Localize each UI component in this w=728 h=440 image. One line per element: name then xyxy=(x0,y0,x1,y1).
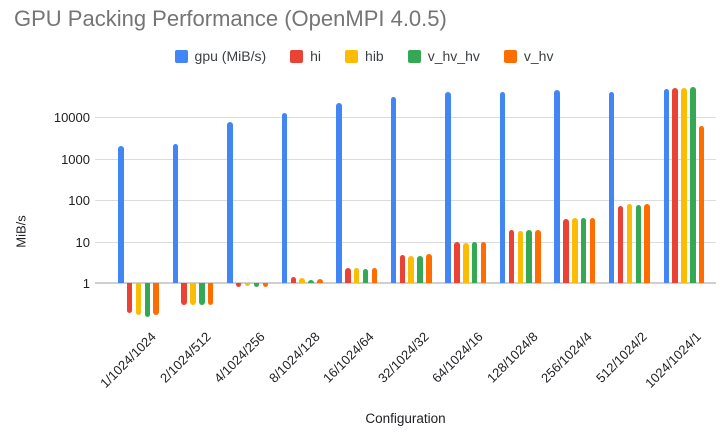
bar-hib-16-1024-64[interactable] xyxy=(353,268,360,283)
gridline-100 xyxy=(95,200,716,202)
x-tick-label-256-1024-4: 256/1024/4 xyxy=(538,329,596,386)
bar-gpu-mib-s--32-1024-32[interactable] xyxy=(390,97,397,283)
bar-hib-2-1024-512[interactable] xyxy=(190,283,196,305)
bar-hib-1024-1024-1[interactable] xyxy=(681,88,687,283)
legend-label: v_hv_hv xyxy=(427,48,480,64)
bar-gpu-mib-s--16-1024-64[interactable] xyxy=(336,103,342,283)
bar-hi-64-1024-16[interactable] xyxy=(454,241,460,283)
bar-hib-512-1024-2[interactable] xyxy=(626,204,633,283)
bar-hib-256-1024-4[interactable] xyxy=(572,217,578,283)
gridline-1000 xyxy=(95,158,716,160)
bar-gpu-mib-s--512-1024-2[interactable] xyxy=(608,92,615,283)
legend-item-hib[interactable]: hib xyxy=(345,48,384,64)
bar-hib-128-1024-8[interactable] xyxy=(517,230,524,283)
bar-v-hv-128-1024-8[interactable] xyxy=(535,230,541,283)
legend-item-gpu-mib-s-[interactable]: gpu (MiB/s) xyxy=(174,48,267,64)
bar-gpu-mib-s--64-1024-16[interactable] xyxy=(445,92,451,283)
bar-hi-512-1024-2[interactable] xyxy=(617,205,624,283)
legend-label: hi xyxy=(310,48,322,64)
legend-item-v-hv-hv[interactable]: v_hv_hv xyxy=(407,48,480,64)
y-tick-label-1: 1 xyxy=(82,276,90,291)
bar-gpu-mib-s--2-1024-512[interactable] xyxy=(172,143,179,283)
bar-gpu-mib-s--4-1024-256[interactable] xyxy=(227,122,233,283)
y-tick-label-1000: 1000 xyxy=(61,151,90,167)
bar-v-hv-hv-2-1024-512[interactable] xyxy=(199,283,205,305)
legend-label: hib xyxy=(365,48,384,64)
bar-hi-2-1024-512[interactable] xyxy=(181,283,187,305)
y-tick-label-10: 10 xyxy=(75,234,90,250)
bar-v-hv-hv-1-1024-1024[interactable] xyxy=(144,283,151,318)
x-tick-label-1024-1024-1: 1024/1024/1 xyxy=(642,329,705,391)
x-tick-label-32-1024-32: 32/1024/32 xyxy=(374,329,432,386)
bar-hib-1-1024-1024[interactable] xyxy=(135,283,142,315)
bar-v-hv-8-1024-128[interactable] xyxy=(317,278,323,283)
bar-v-hv-hv-512-1024-2[interactable] xyxy=(635,205,641,283)
bar-gpu-mib-s--128-1024-8[interactable] xyxy=(499,91,506,283)
legend-swatch-icon xyxy=(174,49,188,63)
legend-label: v_hv xyxy=(523,48,554,64)
legend-item-v-hv[interactable]: v_hv xyxy=(503,48,554,64)
bar-hi-8-1024-128[interactable] xyxy=(290,276,296,283)
bar-hi-1024-1024-1[interactable] xyxy=(672,87,678,283)
bar-v-hv-4-1024-256[interactable] xyxy=(262,283,268,287)
bar-v-hv-32-1024-32[interactable] xyxy=(426,254,432,283)
bar-hi-256-1024-4[interactable] xyxy=(563,218,569,283)
gridline-10 xyxy=(95,241,716,243)
bar-hi-1-1024-1024[interactable] xyxy=(126,283,133,313)
legend-swatch-icon xyxy=(503,49,517,63)
bar-hi-4-1024-256[interactable] xyxy=(235,283,242,287)
bar-hib-4-1024-256[interactable] xyxy=(244,283,251,286)
bar-v-hv-hv-128-1024-8[interactable] xyxy=(526,230,532,283)
bar-v-hv-hv-1024-1024-1[interactable] xyxy=(690,87,696,283)
legend-item-hi[interactable]: hi xyxy=(290,48,321,64)
bar-gpu-mib-s--8-1024-128[interactable] xyxy=(281,113,288,283)
x-tick-label-4-1024-256: 4/1024/256 xyxy=(211,329,268,386)
bar-hi-32-1024-32[interactable] xyxy=(399,254,406,283)
legend-swatch-icon xyxy=(290,49,304,63)
bar-v-hv-hv-64-1024-16[interactable] xyxy=(471,241,478,283)
y-axis-title: MiB/s xyxy=(13,215,29,248)
bar-v-hv-1-1024-1024[interactable] xyxy=(153,283,159,315)
bar-hib-8-1024-128[interactable] xyxy=(299,278,305,283)
x-tick-label-512-1024-2: 512/1024/2 xyxy=(593,329,650,386)
bar-hib-32-1024-32[interactable] xyxy=(408,255,414,283)
bar-v-hv-hv-16-1024-64[interactable] xyxy=(362,268,369,283)
bar-v-hv-512-1024-2[interactable] xyxy=(644,204,650,283)
x-tick-label-128-1024-8: 128/1024/8 xyxy=(483,329,541,386)
bar-v-hv-1024-1024-1[interactable] xyxy=(698,125,705,283)
legend-label: gpu (MiB/s) xyxy=(194,48,267,64)
bar-hi-128-1024-8[interactable] xyxy=(508,230,515,283)
gridline-1 xyxy=(95,282,716,284)
y-tick-label-10000: 10000 xyxy=(53,110,90,126)
x-tick-label-64-1024-16: 64/1024/16 xyxy=(429,329,487,386)
bar-v-hv-256-1024-4[interactable] xyxy=(589,217,596,283)
bar-v-hv-16-1024-64[interactable] xyxy=(371,268,378,283)
gridline-10000 xyxy=(95,117,716,119)
bar-gpu-mib-s--256-1024-4[interactable] xyxy=(554,90,560,283)
x-tick-label-8-1024-128: 8/1024/128 xyxy=(265,329,323,386)
bar-gpu-mib-s--1-1024-1024[interactable] xyxy=(118,146,124,283)
bar-v-hv-hv-32-1024-32[interactable] xyxy=(417,255,423,283)
bar-v-hv-64-1024-16[interactable] xyxy=(480,241,487,283)
x-axis-title: Configuration xyxy=(365,411,446,426)
chart-legend: gpu (MiB/s) hi hib v_hv_hv v_hv xyxy=(0,48,728,64)
bar-v-hv-hv-8-1024-128[interactable] xyxy=(308,279,314,283)
legend-swatch-icon xyxy=(407,49,421,63)
legend-swatch-icon xyxy=(345,49,359,63)
bar-v-hv-2-1024-512[interactable] xyxy=(207,283,214,305)
y-tick-label-100: 100 xyxy=(68,193,90,209)
bar-hi-16-1024-64[interactable] xyxy=(345,268,351,283)
x-tick-label-16-1024-64: 16/1024/64 xyxy=(320,329,377,386)
x-tick-label-2-1024-512: 2/1024/512 xyxy=(156,329,214,386)
x-tick-label-1-1024-1024: 1/1024/1024 xyxy=(97,329,159,391)
bar-hib-64-1024-16[interactable] xyxy=(463,242,469,283)
chart-title: GPU Packing Performance (OpenMPI 4.0.5) xyxy=(14,6,447,31)
bar-v-hv-hv-256-1024-4[interactable] xyxy=(580,217,587,283)
bar-gpu-mib-s--1024-1024-1[interactable] xyxy=(663,89,669,283)
bar-v-hv-hv-4-1024-256[interactable] xyxy=(253,283,260,287)
